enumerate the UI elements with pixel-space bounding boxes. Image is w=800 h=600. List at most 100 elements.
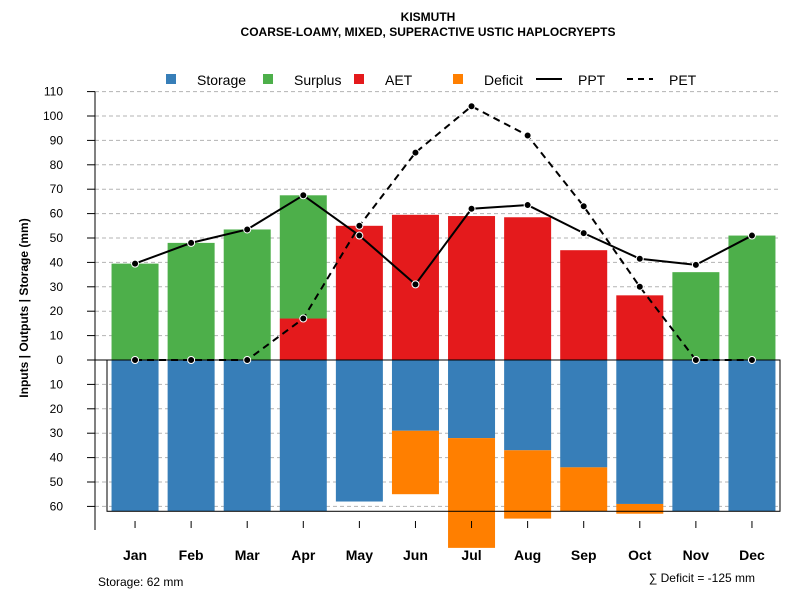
pet-line-point <box>411 148 420 157</box>
chart-title: KISMUTH <box>401 10 456 24</box>
pet-line-point <box>187 356 196 364</box>
pet-line <box>135 105 752 361</box>
pet-line-point <box>691 356 700 364</box>
storage-bar <box>391 360 439 431</box>
storage-bar <box>504 360 552 451</box>
legend-label-storage: Storage <box>197 72 246 88</box>
y-tick-label: 80 <box>50 158 64 172</box>
ppt-line-point <box>635 254 644 263</box>
y-tick-label: 50 <box>50 231 64 245</box>
x-tick-label: Jun <box>403 547 428 563</box>
y-tick-label: 30 <box>50 426 64 440</box>
legend-swatch-surplus <box>263 74 273 84</box>
x-tick-label: Dec <box>739 547 765 563</box>
ppt-line-point <box>355 231 364 240</box>
y-tick-label: 100 <box>43 109 63 123</box>
surplus-bar <box>672 272 720 360</box>
deficit-bar <box>391 430 439 495</box>
storage-bar <box>167 360 215 512</box>
y-tick-label: 40 <box>50 255 64 269</box>
storage-bar <box>672 360 720 512</box>
surplus-bar <box>728 235 776 360</box>
pet-line-point <box>131 356 140 364</box>
storage-bar <box>111 360 159 512</box>
y-tick-label: 90 <box>50 133 64 147</box>
pet-line-point <box>747 356 756 364</box>
legend-label-pet: PET <box>669 72 697 88</box>
ppt-line-point <box>691 260 700 269</box>
ppt-line-point <box>243 225 252 234</box>
y-tick-label: 110 <box>44 85 63 99</box>
storage-bar <box>223 360 271 512</box>
legend-label-aet: AET <box>385 72 413 88</box>
deficit-bar <box>560 467 608 512</box>
x-tick-label: Feb <box>179 547 204 563</box>
legend-label-deficit: Deficit <box>484 72 523 88</box>
x-tick-label: Jul <box>461 547 481 563</box>
y-tick-label: 60 <box>50 207 64 221</box>
series-lines <box>131 102 756 364</box>
y-tick-label: 20 <box>50 304 64 318</box>
y-tick-label: 50 <box>50 475 64 489</box>
storage-bar <box>728 360 776 512</box>
y-axis-label: Inputs | Outputs | Storage (mm) <box>17 218 31 397</box>
y-tick-label: 40 <box>50 451 64 465</box>
legend-label-ppt: PPT <box>578 72 606 88</box>
pet-line-point <box>635 282 644 291</box>
ppt-line-point <box>299 191 308 200</box>
aet-bar <box>335 225 383 360</box>
storage-bar <box>616 360 664 504</box>
aet-bar <box>279 318 327 360</box>
chart-subtitle: COARSE-LOAMY, MIXED, SUPERACTIVE USTIC H… <box>241 25 616 39</box>
legend-swatch-deficit <box>453 74 463 84</box>
deficit-bar <box>448 438 496 548</box>
ppt-line-point <box>747 231 756 240</box>
surplus-bar <box>111 263 159 360</box>
aet-bar <box>616 295 664 360</box>
legend-label-surplus: Surplus <box>294 72 341 88</box>
x-tick-label: Aug <box>514 547 541 563</box>
pet-line-point <box>243 356 252 364</box>
bars <box>111 195 776 548</box>
aet-bar <box>504 217 552 360</box>
surplus-bar <box>223 229 271 360</box>
ppt-line-point <box>579 229 588 238</box>
y-tick-label: 30 <box>50 280 64 294</box>
surplus-bar <box>167 242 215 360</box>
deficit-note: ∑ Deficit = -125 mm <box>649 571 755 585</box>
deficit-bar <box>616 503 664 514</box>
y-tick-label: 70 <box>50 182 64 196</box>
ppt-line-point <box>411 280 420 289</box>
storage-bar <box>560 360 608 468</box>
pet-line-point <box>467 102 476 111</box>
aet-bar <box>560 250 608 360</box>
axes: 0 10 20 30 40 50 60 70 80 90 100 110 10 20 30 40 50 60 Jan… <box>43 85 765 563</box>
pet-line-point <box>299 314 308 323</box>
y-tick-label: 20 <box>50 402 64 416</box>
x-tick-label: Mar <box>235 547 260 563</box>
x-tick-label: Apr <box>291 547 316 563</box>
storage-bar <box>335 360 383 502</box>
x-tick-label: Sep <box>571 547 597 563</box>
pet-line-point <box>579 202 588 211</box>
surplus-bar <box>279 195 327 319</box>
x-tick-label: Nov <box>683 547 710 563</box>
storage-note: Storage: 62 mm <box>98 575 183 589</box>
storage-bar <box>448 360 496 439</box>
ppt-line <box>134 194 753 286</box>
aet-bar <box>448 216 496 360</box>
legend: Storage Surplus AET Deficit PPT PET <box>166 72 697 88</box>
ppt-line-point <box>187 238 196 247</box>
legend-swatch-storage <box>166 74 176 84</box>
ppt-line-point <box>523 201 532 210</box>
x-tick-label: Oct <box>628 547 652 563</box>
y-tick-label: 0 <box>56 353 63 367</box>
deficit-bar <box>504 450 552 519</box>
legend-swatch-aet <box>354 74 364 84</box>
pet-line-point <box>355 221 364 230</box>
ppt-line-point <box>467 204 476 213</box>
storage-bar <box>279 360 327 512</box>
x-tick-label: May <box>346 547 373 563</box>
x-tick-label: Jan <box>123 547 147 563</box>
